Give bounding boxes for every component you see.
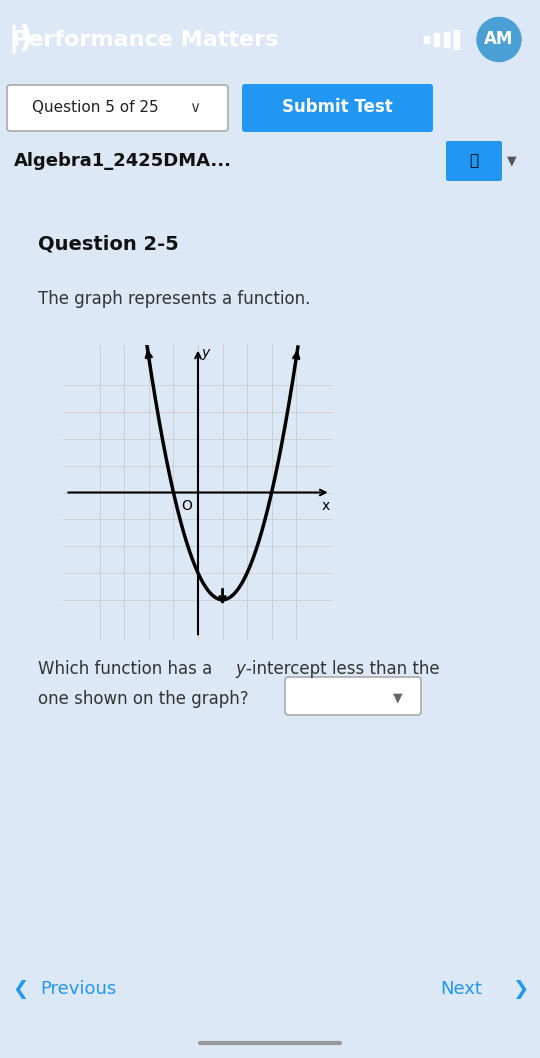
Text: Algebra1_2425DMA...: Algebra1_2425DMA... [14, 152, 232, 170]
Text: x: x [321, 499, 330, 513]
FancyBboxPatch shape [446, 141, 502, 181]
Bar [444, 32, 449, 48]
Text: ▼: ▼ [507, 154, 517, 167]
Text: AM: AM [484, 31, 514, 49]
Text: Which function has a: Which function has a [38, 660, 218, 678]
Text: ❯: ❯ [512, 980, 528, 999]
Bar [424, 36, 429, 43]
Text: -intercept less than the: -intercept less than the [246, 660, 440, 678]
Circle shape [477, 18, 521, 61]
Text: The graph represents a function.: The graph represents a function. [38, 290, 310, 308]
Text: ): ) [19, 24, 33, 53]
Text: |: | [9, 25, 19, 54]
Text: one shown on the graph?: one shown on the graph? [38, 690, 248, 708]
Text: Previous: Previous [40, 980, 116, 998]
Bar [434, 34, 439, 45]
FancyBboxPatch shape [285, 677, 421, 715]
Text: y: y [235, 660, 245, 678]
Text: Question 2-5: Question 2-5 [38, 235, 179, 254]
Text: Submit Test: Submit Test [282, 98, 393, 116]
Text: ▼: ▼ [393, 692, 403, 705]
Text: y: y [201, 346, 210, 360]
Bar [454, 30, 459, 50]
Text: Question 5 of 25: Question 5 of 25 [32, 101, 158, 115]
Text: ❮: ❮ [12, 980, 28, 999]
FancyBboxPatch shape [7, 85, 228, 131]
Text: O: O [181, 499, 192, 513]
Text: Next: Next [440, 980, 482, 998]
Text: 🧳: 🧳 [469, 153, 478, 168]
Text: Performance Matters: Performance Matters [12, 30, 278, 50]
Text: ∨: ∨ [190, 101, 200, 115]
FancyBboxPatch shape [242, 84, 433, 132]
